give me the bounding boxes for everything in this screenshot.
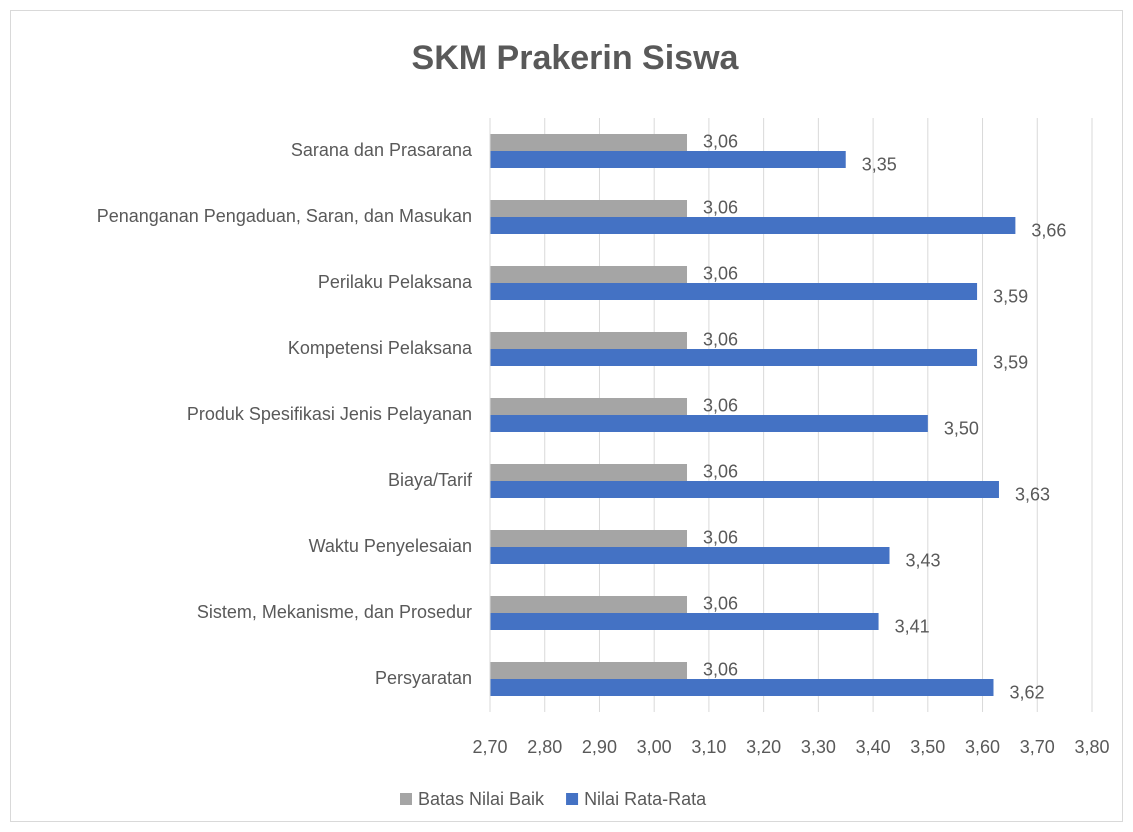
bar [490,613,879,630]
x-tick-label: 2,90 [582,737,617,757]
data-label: 3,50 [944,418,979,438]
data-label: 3,62 [1009,682,1044,702]
data-label: 3,06 [703,329,738,349]
x-tick-label: 3,00 [637,737,672,757]
x-tick-label: 3,80 [1074,737,1109,757]
bar [490,415,928,432]
y-tick-label: Biaya/Tarif [388,470,473,490]
y-tick-label: Kompetensi Pelaksana [288,338,473,358]
bar [490,530,688,547]
x-tick-label: 3,30 [801,737,836,757]
x-tick-label: 3,40 [856,737,891,757]
data-label: 3,06 [703,527,738,547]
data-label: 3,66 [1031,220,1066,240]
bar [490,332,688,349]
data-label: 3,41 [895,616,930,636]
data-label: 3,06 [703,263,738,283]
y-tick-label: Perilaku Pelaksana [318,272,473,292]
bar [490,398,688,415]
legend-label: Batas Nilai Baik [418,789,545,809]
bar [490,349,978,366]
bar [490,217,1016,234]
y-tick-label: Persyaratan [375,668,472,688]
data-label: 3,06 [703,131,738,151]
chart-title: SKM Prakerin Siswa [412,39,740,77]
y-tick-label: Penanganan Pengaduan, Saran, dan Masukan [97,206,472,226]
data-label: 3,06 [703,197,738,217]
bar [490,283,978,300]
data-label: 3,59 [993,286,1028,306]
x-tick-label: 3,10 [691,737,726,757]
data-label: 3,06 [703,659,738,679]
data-label: 3,35 [862,154,897,174]
bar [490,134,688,151]
legend-label: Nilai Rata-Rata [584,789,707,809]
x-tick-label: 3,50 [910,737,945,757]
y-tick-label: Waktu Penyelesaian [309,536,472,556]
x-tick-label: 3,60 [965,737,1000,757]
data-label: 3,59 [993,352,1028,372]
x-tick-label: 2,80 [527,737,562,757]
x-tick-label: 3,20 [746,737,781,757]
data-label: 3,06 [703,593,738,613]
bar [490,151,846,168]
y-tick-label: Sarana dan Prasarana [291,140,473,160]
bar [490,200,688,217]
bar [490,547,890,564]
data-label: 3,06 [703,461,738,481]
data-label: 3,63 [1015,484,1050,504]
bar [490,266,688,283]
bar [490,481,999,498]
x-tick-label: 3,70 [1020,737,1055,757]
bar [490,596,688,613]
legend-swatch [400,793,412,805]
bar [490,662,688,679]
y-tick-label: Produk Spesifikasi Jenis Pelayanan [187,404,472,424]
data-label: 3,06 [703,395,738,415]
legend-swatch [566,793,579,805]
data-label: 3,43 [906,550,941,570]
y-tick-label: Sistem, Mekanisme, dan Prosedur [197,602,472,622]
bar [490,679,994,696]
bar [490,464,688,481]
x-tick-label: 2,70 [472,737,507,757]
